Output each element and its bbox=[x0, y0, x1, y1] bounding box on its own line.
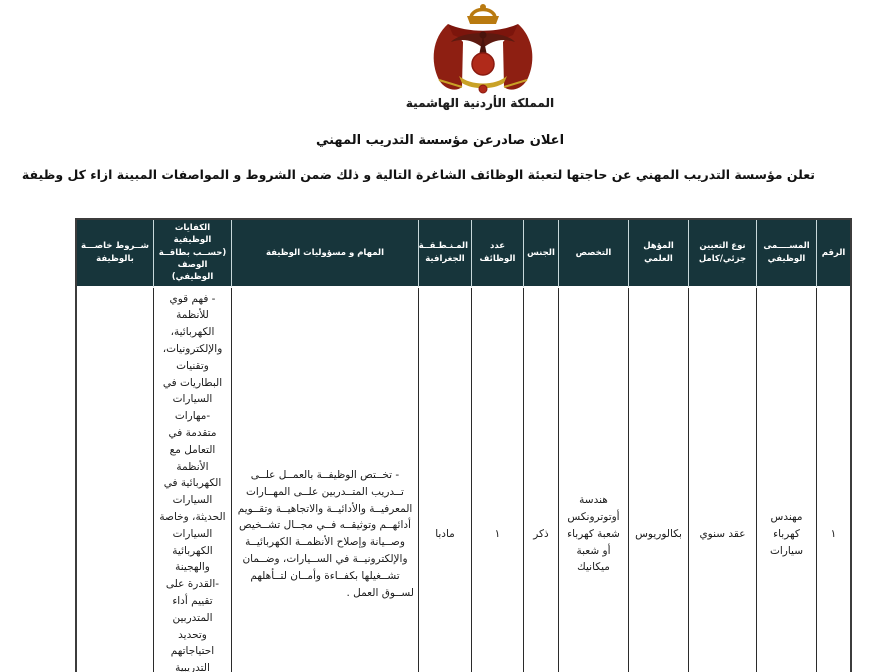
col-header-appointment-type: نوع التعيين جزئي/كامل bbox=[689, 220, 757, 288]
crown-band bbox=[467, 16, 499, 24]
col-header-number: الرقم bbox=[817, 220, 850, 288]
kingdom-name: المملكة الأردنية الهاشمية bbox=[405, 96, 555, 110]
col-header-region: المـنـطـقــة الجغرافية bbox=[419, 220, 472, 288]
col-header-vacancies: عدد الوظائف bbox=[472, 220, 524, 288]
eagle-head bbox=[479, 31, 487, 39]
cell-duties: - تخــتص الوظيفــة بالعمــل علــى تــدري… bbox=[232, 287, 419, 672]
crown-arches bbox=[469, 7, 497, 18]
jordan-coat-of-arms-icon bbox=[423, 2, 543, 94]
cell-gender: ذكر bbox=[524, 287, 559, 672]
announcement-title: اعلان صادرعن مؤسسة التدريب المهني bbox=[315, 133, 565, 148]
cell-region: مادبا bbox=[419, 287, 472, 672]
cell-special-conditions bbox=[77, 287, 154, 672]
globe bbox=[471, 52, 495, 76]
table-row: ١ مهندس كهرباء سيارات عقد سنوي بكالوريوس… bbox=[77, 287, 850, 672]
cell-competencies: - فهم قوي للأنظمة الكهربائية، والإلكترون… bbox=[154, 287, 232, 672]
col-header-qualification: المؤهل العلمي bbox=[629, 220, 689, 288]
col-header-duties: المهام و مسؤوليات الوظيفة bbox=[232, 220, 419, 288]
cell-appointment-type: عقد سنوي bbox=[689, 287, 757, 672]
col-header-gender: الجنس bbox=[524, 220, 559, 288]
cell-specialization: هندسة أوتوترونكس شعبة كهرباء أو شعبة ميك… bbox=[559, 287, 629, 672]
wreath-ribbon bbox=[459, 76, 507, 89]
medal bbox=[478, 84, 488, 94]
table-header-row: الرقم المســــمى الوظيفي نوع التعيين جزئ… bbox=[77, 220, 850, 288]
coat-of-arms-svg bbox=[433, 4, 533, 94]
cell-qualification: بكالوريوس bbox=[629, 287, 689, 672]
col-header-specialization: التخصص bbox=[559, 220, 629, 288]
vacancies-table: الرقم المســــمى الوظيفي نوع التعيين جزئ… bbox=[75, 218, 852, 672]
cell-vacancies: ١ bbox=[472, 287, 524, 672]
cell-job-title: مهندس كهرباء سيارات bbox=[757, 287, 817, 672]
col-header-job-title: المســــمى الوظيفي bbox=[757, 220, 817, 288]
col-header-special-conditions: شــروط خاصـــة بالوظيفة bbox=[77, 220, 154, 288]
cell-number: ١ bbox=[817, 287, 850, 672]
col-header-competencies: الكفايات الوظيفية (حســب بطاقــة الوصف ا… bbox=[154, 220, 232, 288]
mantle-fringe bbox=[438, 79, 528, 88]
announcement-intro: تعلن مؤسسة التدريب المهني عن حاجتها لتعب… bbox=[21, 167, 815, 182]
